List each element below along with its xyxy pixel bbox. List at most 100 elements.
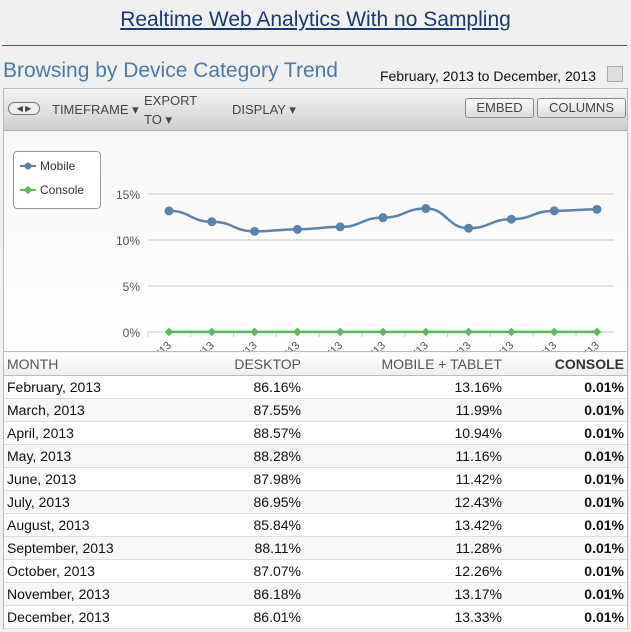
x-tick-label: Jul '13 <box>357 340 388 351</box>
table-row: April, 2013 88.57% 10.94% 0.01% <box>4 421 627 445</box>
cell-desktop: 88.28% <box>134 444 301 468</box>
data-point <box>592 327 602 337</box>
cell-month: September, 2013 <box>4 536 134 560</box>
cell-month: April, 2013 <box>4 421 134 445</box>
cell-mobile: 11.42% <box>301 467 502 491</box>
table-row: June, 2013 87.98% 11.42% 0.01% <box>4 467 627 491</box>
cell-console: 0.01% <box>502 467 627 491</box>
table-header-row: MONTH DESKTOP MOBILE + TABLET CONSOLE <box>4 351 627 376</box>
x-tick-label: Aug '13 <box>396 340 431 351</box>
cell-month: June, 2013 <box>4 467 134 491</box>
data-point <box>207 217 217 227</box>
cell-desktop: 87.07% <box>134 559 301 583</box>
data-table: MONTH DESKTOP MOBILE + TABLET CONSOLE Fe… <box>4 351 627 629</box>
export-label-2: TO <box>144 112 162 127</box>
table-row: December, 2013 86.01% 13.33% 0.01% <box>4 605 627 629</box>
cell-console: 0.01% <box>502 421 627 445</box>
table-row: March, 2013 87.55% 11.99% 0.01% <box>4 398 627 422</box>
cell-month: October, 2013 <box>4 559 134 583</box>
cell-desktop: 86.18% <box>134 582 301 606</box>
data-point <box>293 327 302 337</box>
data-point <box>464 223 474 233</box>
cell-console: 0.01% <box>502 605 627 629</box>
cell-mobile: 12.26% <box>301 559 502 583</box>
y-tick-label: 10% <box>116 234 140 248</box>
embed-button[interactable]: EMBED <box>465 98 534 118</box>
display-label: DISPLAY <box>232 102 286 117</box>
cell-mobile: 10.94% <box>301 421 502 445</box>
header-link[interactable]: Realtime Web Analytics With no Sampling <box>120 8 511 31</box>
site-header: Realtime Web Analytics With no Sampling <box>0 8 631 32</box>
x-tick-label: Apr '13 <box>227 340 260 351</box>
data-point <box>592 204 602 214</box>
data-point <box>549 206 559 216</box>
cell-mobile: 11.16% <box>301 444 502 468</box>
cell-desktop: 87.55% <box>134 398 301 422</box>
col-month[interactable]: MONTH <box>4 351 134 376</box>
cell-mobile: 12.43% <box>301 490 502 514</box>
x-tick-label: Oct '13 <box>484 340 517 351</box>
table-row: September, 2013 88.11% 11.28% 0.01% <box>4 536 627 560</box>
legend-console[interactable]: Console <box>40 183 85 197</box>
cell-month: February, 2013 <box>4 375 134 399</box>
cell-desktop: 86.16% <box>134 375 301 399</box>
trend-chart: Mobile Console 0% 5% 10% 15% Feb '13 Mar '13 A… <box>4 131 627 351</box>
table-row: February, 2013 86.16% 13.16% 0.01% <box>4 375 627 399</box>
toolbar: ◀ ▶ TIMEFRAME ▾ EXPORT TO ▾ DISPLAY ▾ EMB… <box>4 89 627 131</box>
cell-console: 0.01% <box>502 490 627 514</box>
columns-button[interactable]: COLUMNS <box>537 98 626 118</box>
cell-month: August, 2013 <box>4 513 134 537</box>
cell-console: 0.01% <box>502 559 627 583</box>
data-point <box>164 206 174 216</box>
date-range: February, 2013 to December, 2013 <box>380 68 597 84</box>
col-console[interactable]: CONSOLE <box>502 351 627 376</box>
data-point <box>421 327 431 337</box>
table-row: August, 2013 85.84% 13.42% 0.01% <box>4 513 627 537</box>
x-tick-label: May '13 <box>267 340 302 351</box>
y-tick-label: 5% <box>123 280 141 294</box>
y-tick-label: 0% <box>123 326 141 340</box>
table-row: July, 2013 86.95% 12.43% 0.01% <box>4 490 627 514</box>
col-desktop[interactable]: DESKTOP <box>134 351 301 376</box>
x-tick-label: Dec '13 <box>568 340 603 351</box>
table-row: October, 2013 87.07% 12.26% 0.01% <box>4 559 627 583</box>
cell-mobile: 13.33% <box>301 605 502 629</box>
timeframe-label: TIMEFRAME <box>52 102 129 117</box>
cell-mobile: 13.17% <box>301 582 502 606</box>
timeframe-menu[interactable]: TIMEFRAME ▾ <box>52 102 139 117</box>
data-point <box>250 327 259 337</box>
table-row: May, 2013 88.28% 11.16% 0.01% <box>4 444 627 468</box>
display-menu[interactable]: DISPLAY ▾ <box>232 102 296 117</box>
data-point <box>464 327 473 337</box>
x-tick-label: Sep '13 <box>439 340 474 351</box>
cell-desktop: 88.57% <box>134 421 301 445</box>
cell-month: March, 2013 <box>4 398 134 422</box>
data-point <box>250 226 260 236</box>
data-point <box>207 327 217 337</box>
cell-desktop: 86.95% <box>134 490 301 514</box>
data-point <box>549 327 559 337</box>
data-point <box>506 214 516 224</box>
cell-month: July, 2013 <box>4 490 134 514</box>
data-point <box>335 222 345 232</box>
cell-month: December, 2013 <box>4 605 134 629</box>
cell-console: 0.01% <box>502 582 627 606</box>
report-title: Browsing by Device Category Trend <box>3 59 338 82</box>
data-point <box>378 213 388 223</box>
cell-mobile: 11.99% <box>301 398 502 422</box>
report-panel: ◀ ▶ TIMEFRAME ▾ EXPORT TO ▾ DISPLAY ▾ EMB… <box>3 88 628 629</box>
data-point <box>335 327 345 337</box>
data-point <box>421 204 431 214</box>
cell-desktop: 85.84% <box>134 513 301 537</box>
export-label: EXPORT <box>144 93 198 108</box>
cell-console: 0.01% <box>502 398 627 422</box>
chart-legend: Mobile Console <box>13 151 101 209</box>
col-mobile[interactable]: MOBILE + TABLET <box>301 351 502 376</box>
cell-desktop: 86.01% <box>134 605 301 629</box>
cell-desktop: 88.11% <box>134 536 301 560</box>
export-menu[interactable]: EXPORT TO ▾ <box>144 93 198 127</box>
legend-mobile[interactable]: Mobile <box>40 159 76 173</box>
x-tick-label: Jun '13 <box>312 340 345 351</box>
prev-next-arrows-icon[interactable]: ◀ ▶ <box>8 102 40 115</box>
calendar-icon[interactable] <box>607 66 623 82</box>
